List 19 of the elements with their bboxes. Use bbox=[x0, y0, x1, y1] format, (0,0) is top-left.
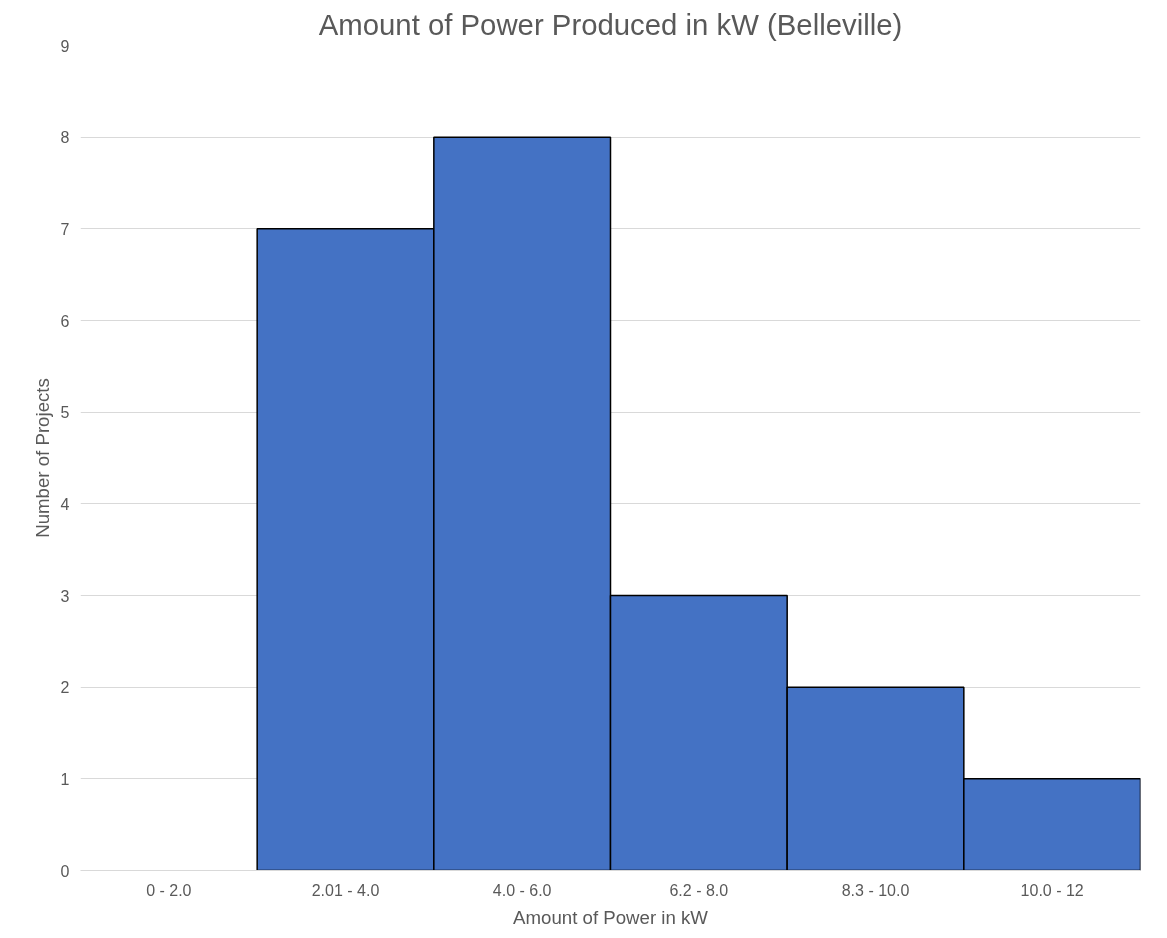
x-tick-label: 10.0 - 12 bbox=[1020, 881, 1084, 899]
y-tick-label: 7 bbox=[60, 220, 70, 238]
y-tick-label: 6 bbox=[60, 312, 70, 330]
x-tick-label: 0 - 2.0 bbox=[146, 881, 192, 899]
y-tick-label: 1 bbox=[60, 770, 70, 788]
x-tick-label: 8.3 - 10.0 bbox=[841, 881, 910, 899]
x-axis-title: Amount of Power in kW bbox=[513, 906, 709, 928]
y-tick-label: 2 bbox=[60, 679, 70, 697]
y-tick-label: 9 bbox=[60, 37, 70, 55]
y-tick-label: 5 bbox=[60, 404, 70, 422]
x-tick-label: 6.2 - 8.0 bbox=[669, 881, 729, 899]
y-axis-title: Number of Projects bbox=[31, 378, 53, 538]
chart-title: Amount of Power Produced in kW (Belleville) bbox=[318, 7, 903, 41]
y-tick-label: 3 bbox=[60, 587, 70, 605]
y-tick-label: 4 bbox=[60, 495, 70, 513]
x-tick-label: 2.01 - 4.0 bbox=[311, 881, 380, 899]
x-tick-label: 4.0 - 6.0 bbox=[492, 881, 552, 899]
y-tick-label: 0 bbox=[60, 862, 70, 880]
y-tick-label: 8 bbox=[60, 129, 70, 147]
